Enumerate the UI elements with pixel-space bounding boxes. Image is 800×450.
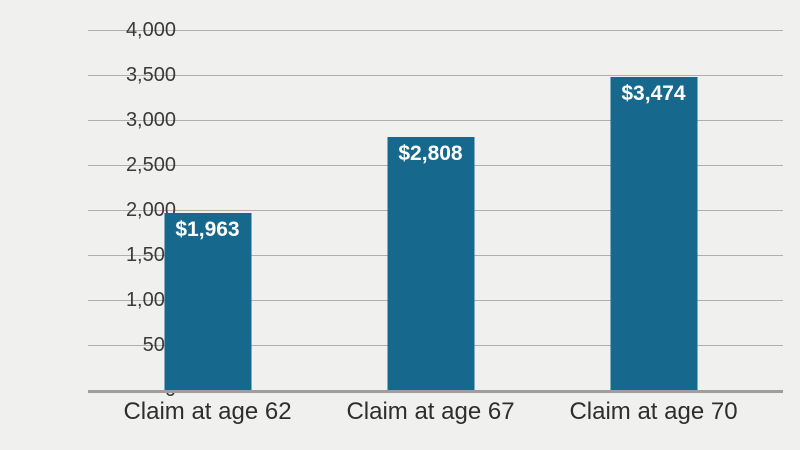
gridline: [88, 120, 783, 121]
bar-claim-at-age-67: $2,808: [387, 137, 474, 390]
bars: $1,963 $2,808 $3,474: [96, 30, 765, 390]
bar-value-label: $3,474: [621, 82, 686, 106]
plot-area: 05001,0001,5002,0002,5003,0003,5004,000$…: [88, 20, 783, 400]
gridline: [88, 75, 783, 76]
bar-slot: $2,808: [319, 30, 542, 390]
bar-value-label: $2,808: [398, 142, 463, 166]
x-category-label: Claim at age 70: [569, 398, 738, 425]
x-category-label: Claim at age 67: [346, 398, 515, 425]
gridline: [88, 30, 783, 31]
bar-slot: $1,963: [96, 30, 319, 390]
y-tick-label: 1,000: [125, 289, 176, 311]
bar-claim-at-age-70: $3,474: [610, 77, 697, 390]
y-tick-label: 1,500: [125, 244, 176, 266]
x-axis-labels: Claim at age 62 Claim at age 67 Claim at a…: [96, 397, 765, 427]
y-tick-label: 2,000: [125, 199, 176, 221]
x-axis-line: [88, 390, 783, 393]
y-tick-label: 3,000: [125, 109, 176, 131]
y-tick-label: 2,500: [125, 154, 176, 176]
y-tick-label: 4,000: [125, 19, 176, 41]
bar-slot: $3,474: [542, 30, 765, 390]
x-category-label: Claim at age 62: [123, 398, 292, 425]
bar-claim-at-age-62: $1,963: [164, 213, 251, 390]
bar-value-label: $1,963: [175, 218, 240, 242]
y-tick-label: 3,500: [125, 64, 176, 86]
